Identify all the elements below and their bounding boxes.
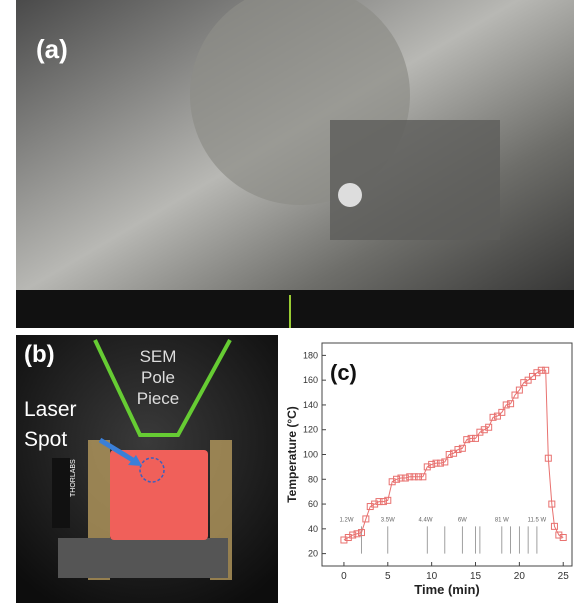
- power-label: 4.4W: [419, 517, 433, 523]
- y-tick-label: 40: [308, 524, 318, 534]
- y-tick-label: 80: [308, 474, 318, 484]
- pole-text-line: SEM: [140, 347, 177, 366]
- x-tick-label: 10: [426, 571, 438, 582]
- x-axis-label: Time (min): [414, 582, 480, 597]
- y-tick-label: 160: [303, 375, 318, 385]
- x-tick-label: 5: [385, 571, 391, 582]
- power-label: 11.5 W: [528, 517, 547, 523]
- laser-text-line: Spot: [24, 428, 67, 451]
- y-tick-label: 180: [303, 350, 318, 360]
- laser-device: [110, 450, 208, 540]
- y-axis-label: Temperature (°C): [285, 406, 299, 503]
- laser-text-line: Laser: [24, 398, 77, 421]
- y-tick-label: 120: [303, 425, 318, 435]
- photo-detail: [338, 183, 362, 207]
- photo-detail: [58, 538, 228, 578]
- x-tick-label: 0: [341, 571, 347, 582]
- x-tick-label: 20: [514, 571, 526, 582]
- panel-a: (a): [16, 0, 574, 328]
- photo-detail: [52, 458, 70, 528]
- figure: (a) (b) THORLABS SEMPolePiece LaserSpot …: [0, 0, 574, 603]
- power-label: 3.5W: [381, 517, 395, 523]
- y-tick-label: 140: [303, 400, 318, 410]
- x-tick-label: 25: [558, 571, 570, 582]
- panel-label: (a): [36, 34, 68, 64]
- y-tick-label: 20: [308, 549, 318, 559]
- power-label: 1.2W: [340, 517, 354, 523]
- brand: THORLABS: [70, 459, 77, 497]
- panel-label: (c): [330, 360, 357, 385]
- power-label: 81 W: [495, 517, 509, 523]
- panel-b: (b) THORLABS SEM Pole Piece Laser Spot: [16, 335, 278, 603]
- power-label: 6W: [458, 517, 467, 523]
- pole-text-line: Pole: [141, 368, 175, 387]
- photo-detail: [16, 290, 574, 328]
- pole-text: SEM Pole Piece: [137, 347, 180, 408]
- panel-label: (b): [24, 341, 55, 368]
- y-tick-label: 100: [303, 450, 318, 460]
- pole-text-line: Piece: [137, 389, 180, 408]
- y-tick-label: 60: [308, 499, 318, 509]
- x-tick-label: 15: [470, 571, 482, 582]
- photo-detail: [330, 120, 500, 240]
